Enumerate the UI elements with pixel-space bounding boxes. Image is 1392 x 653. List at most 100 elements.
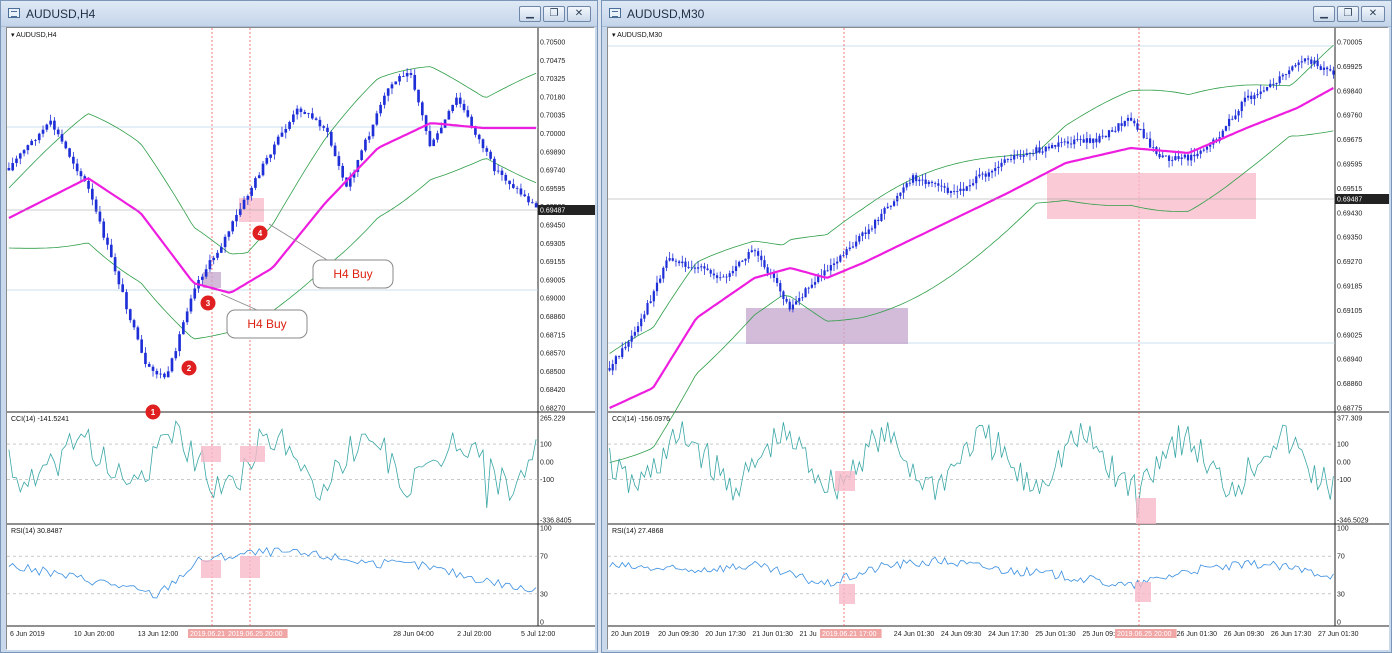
symbol-label: ▾ AUDUSD,M30 bbox=[612, 32, 662, 39]
rsi-axis-label: 100 bbox=[1337, 526, 1349, 533]
minimize-button[interactable]: ▁ bbox=[519, 6, 541, 22]
candle-body bbox=[817, 275, 820, 283]
candle-body bbox=[640, 318, 643, 327]
time-axis-label: 6 Jun 2019 bbox=[10, 631, 45, 638]
candle-body bbox=[633, 331, 636, 336]
candle-body bbox=[684, 261, 687, 267]
price-axis-label: 0.69675 bbox=[1337, 137, 1362, 144]
time-axis-label: 20 Jun 09:30 bbox=[658, 631, 699, 638]
candle-body bbox=[470, 116, 473, 127]
candle-body bbox=[1275, 82, 1278, 84]
cci-axis-label: 0.00 bbox=[1337, 459, 1351, 466]
candle-body bbox=[326, 127, 329, 132]
candle-body bbox=[512, 184, 515, 188]
candle-body bbox=[1047, 146, 1051, 149]
candle-body bbox=[79, 171, 83, 177]
candle-body bbox=[617, 356, 621, 358]
time-axis-label: 25 Jun 01:30 bbox=[1035, 631, 1076, 638]
window-titlebar[interactable]: AUDUSD,M30 ▁ ❐ ✕ bbox=[602, 1, 1391, 27]
time-axis-label: 28 Jun 04:00 bbox=[393, 631, 434, 638]
candle-body bbox=[1256, 94, 1259, 96]
candle-body bbox=[757, 251, 760, 256]
candle-body bbox=[829, 265, 832, 271]
maximize-button[interactable]: ❐ bbox=[543, 6, 565, 22]
candle-body bbox=[91, 188, 94, 200]
close-button[interactable]: ✕ bbox=[1361, 6, 1385, 22]
close-button[interactable]: ✕ bbox=[567, 6, 591, 22]
candle-body bbox=[375, 113, 379, 125]
candle-body bbox=[1228, 118, 1231, 127]
candle-body bbox=[949, 191, 953, 193]
candle-body bbox=[500, 170, 504, 175]
candle-body bbox=[341, 165, 344, 178]
cci-line bbox=[609, 421, 1334, 519]
m30-chart-svg[interactable]: ▾ AUDUSD,M30 0.70005 0.69925 0.69840 0.69760… bbox=[608, 28, 1389, 650]
minimize-button[interactable]: ▁ bbox=[1313, 6, 1335, 22]
candle-body bbox=[722, 276, 725, 278]
candle-body bbox=[151, 366, 155, 371]
time-axis-label: 26 Jun 01:30 bbox=[1177, 631, 1218, 638]
candle-body bbox=[1009, 159, 1013, 160]
candle-body bbox=[1193, 154, 1196, 157]
candle-body bbox=[608, 368, 611, 371]
candle-body bbox=[75, 163, 79, 172]
candle-body bbox=[428, 131, 432, 147]
time-axis-label: 25 Jun 09: bbox=[1082, 631, 1115, 638]
candle-body bbox=[1177, 156, 1180, 159]
candle-body bbox=[53, 120, 56, 130]
candle-body bbox=[273, 144, 276, 155]
candle-body bbox=[968, 185, 972, 187]
callout-text: H4 Buy bbox=[333, 267, 372, 281]
candle-body bbox=[877, 219, 880, 222]
candle-body bbox=[1265, 87, 1269, 91]
candle-body bbox=[687, 266, 690, 268]
callout-text: H4 Buy bbox=[247, 317, 286, 331]
candle-body bbox=[420, 102, 424, 116]
candle-body bbox=[1025, 153, 1028, 156]
candle-body bbox=[1253, 95, 1256, 100]
chart-window-m30[interactable]: AUDUSD,M30 ▁ ❐ ✕ ▾ AUDUSD,M30 0.70005 0.69… bbox=[601, 0, 1392, 653]
candle-body bbox=[994, 168, 997, 171]
candle-body bbox=[125, 292, 128, 310]
candle-body bbox=[934, 182, 937, 184]
maximize-button[interactable]: ❐ bbox=[1337, 6, 1359, 22]
candle-body bbox=[1284, 74, 1288, 75]
candle-body bbox=[235, 214, 238, 222]
candle-body bbox=[760, 255, 763, 261]
candle-body bbox=[1120, 123, 1123, 126]
candle-body bbox=[1104, 135, 1107, 138]
chart-canvas-m30[interactable]: ▾ AUDUSD,M30 0.70005 0.69925 0.69840 0.69760… bbox=[607, 27, 1389, 650]
h4-chart-svg[interactable]: ▾ AUDUSD,H4 0.70500 0.70475 0.70325 0.70180 0… bbox=[7, 28, 595, 650]
step-marker-label: 2 bbox=[187, 364, 192, 373]
time-axis-label: 21 Jun 01:30 bbox=[752, 631, 793, 638]
candle-body bbox=[417, 89, 420, 103]
chart-canvas-h4[interactable]: ▾ AUDUSD,H4 0.70500 0.70475 0.70325 0.70180 0… bbox=[6, 27, 595, 650]
candle-body bbox=[627, 341, 630, 347]
candle-body bbox=[447, 111, 451, 120]
candle-body bbox=[1288, 70, 1291, 75]
candle-body bbox=[166, 371, 170, 378]
chart-background bbox=[608, 28, 1389, 650]
candle-body bbox=[734, 266, 738, 272]
candle-body bbox=[810, 284, 813, 288]
price-axis-label: 0.69185 bbox=[1337, 284, 1362, 291]
candle-body bbox=[1300, 61, 1303, 63]
candle-body bbox=[87, 180, 90, 189]
window-titlebar[interactable]: AUDUSD,H4 ▁ ❐ ✕ bbox=[1, 1, 597, 27]
chart-window-h4[interactable]: AUDUSD,H4 ▁ ❐ ✕ ▾ AUDUSD,H4 0.70500 0.7047… bbox=[0, 0, 598, 653]
indicator-zone bbox=[1135, 582, 1151, 602]
candle-body bbox=[1088, 138, 1092, 143]
candle-body bbox=[318, 119, 322, 127]
candle-body bbox=[1234, 115, 1237, 120]
candle-body bbox=[794, 301, 798, 305]
candle-body bbox=[102, 221, 106, 238]
candle-body bbox=[1332, 70, 1335, 75]
candle-body bbox=[930, 181, 934, 183]
candle-body bbox=[515, 187, 519, 189]
candle-body bbox=[485, 148, 489, 152]
candle-body bbox=[284, 128, 288, 133]
candle-body bbox=[611, 364, 614, 371]
candle-body bbox=[1066, 141, 1070, 144]
price-axis-label: 0.69515 bbox=[1337, 186, 1362, 193]
time-axis-label: 13 Jun 12:00 bbox=[138, 631, 179, 638]
